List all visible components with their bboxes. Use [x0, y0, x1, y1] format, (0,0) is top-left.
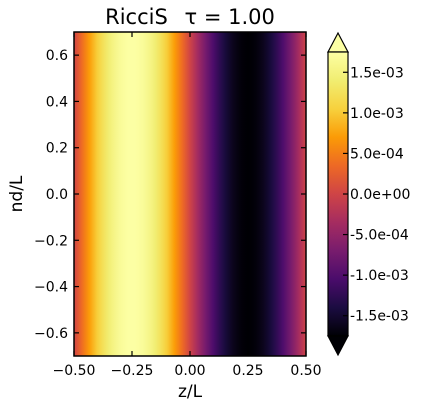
y-tick-label: 0.2: [46, 141, 68, 157]
title-main: RicciS: [105, 5, 168, 29]
y-tick-label: −0.6: [34, 326, 68, 342]
x-axis-ticks: −0.50 −0.25 0.00 0.25 0.50: [53, 32, 322, 379]
colorbar-tick-label: 1.5e-03: [350, 65, 404, 81]
heatmap-field: [74, 32, 306, 356]
colorbar-tick-label: -1.5e-03: [350, 309, 409, 325]
x-axis-label: z/L: [178, 382, 203, 402]
colorbar-tick-label: 0.0e+00: [350, 187, 410, 203]
colorbar-body: [328, 52, 348, 336]
y-tick-label: 0.6: [46, 48, 68, 64]
colorbar-extend-min: [327, 335, 349, 357]
y-axis-ticks: −0.6 −0.4 −0.2 0.0 0.2 0.4 0.6: [34, 48, 306, 342]
colorbar-tick-label: 1.0e-03: [350, 106, 404, 122]
title-annotation: τ = 1.00: [185, 5, 275, 29]
y-axis-label: nd/L: [7, 175, 27, 212]
x-tick-label: 0.25: [232, 363, 263, 379]
colorbar: 1.5e-03 1.0e-03 5.0e-04 0.0e+00 -5.0e-04 -1.0…: [327, 31, 410, 357]
colorbar-extend-max: [327, 31, 349, 53]
colorbar-tick-label: -1.0e-03: [350, 268, 409, 284]
chart-title: RicciS τ = 1.00: [105, 5, 275, 29]
y-tick-label: −0.4: [34, 280, 68, 296]
x-tick-label: −0.50: [53, 363, 96, 379]
x-tick-label: 0.50: [290, 363, 321, 379]
x-tick-label: −0.25: [111, 363, 154, 379]
colorbar-ticks: 1.5e-03 1.0e-03 5.0e-04 0.0e+00 -5.0e-04 -1.0…: [343, 65, 410, 325]
x-tick-label: 0.00: [174, 363, 205, 379]
colorbar-tick-label: -5.0e-04: [350, 228, 409, 244]
y-tick-label: 0.0: [46, 187, 68, 203]
y-tick-label: −0.2: [34, 233, 68, 249]
colorbar-tick-label: 5.0e-04: [350, 146, 404, 162]
y-tick-label: 0.4: [46, 94, 68, 110]
